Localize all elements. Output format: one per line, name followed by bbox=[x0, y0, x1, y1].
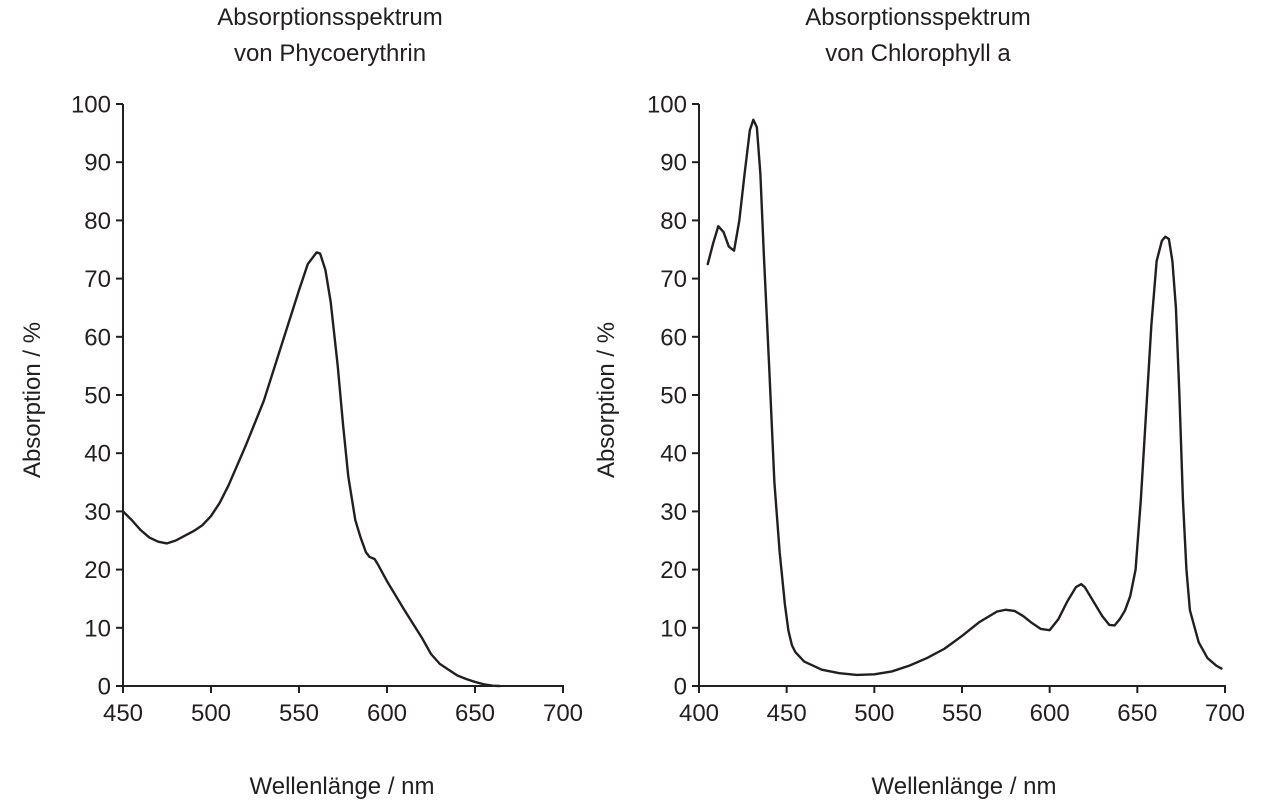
y-tick-label: 60 bbox=[660, 324, 687, 351]
y-tick-label: 80 bbox=[84, 208, 111, 235]
y-tick-label: 10 bbox=[84, 615, 111, 642]
y-tick-label: 30 bbox=[84, 499, 111, 526]
absorption-curve bbox=[121, 251, 501, 688]
y-tick-label: 40 bbox=[84, 441, 111, 468]
chart-title-line-1: Absorptionsspektrum bbox=[217, 4, 442, 31]
chart-title-line-1: Absorptionsspektrum bbox=[805, 4, 1030, 31]
absorption-curve bbox=[706, 118, 1223, 677]
y-tick-label: 60 bbox=[84, 324, 111, 351]
y-tick-label: 30 bbox=[660, 499, 687, 526]
x-tick-label: 500 bbox=[191, 700, 231, 727]
y-axis-title: Absorption / % bbox=[19, 322, 46, 478]
y-ticks: 0 10 20 30 40 50 60 70 80 90 100 bbox=[647, 92, 699, 701]
chart-chlorophyll-a: Absorptionsspektrum von Chlorophyll a Ab… bbox=[593, 4, 1245, 800]
y-tick-label: 90 bbox=[660, 150, 687, 177]
y-tick-label: 40 bbox=[660, 441, 687, 468]
chart-title-line-2: von Phycoerythrin bbox=[234, 40, 426, 67]
x-axis-title: Wellenlänge / nm bbox=[872, 773, 1057, 800]
y-tick-label: 70 bbox=[84, 266, 111, 293]
series-layer bbox=[121, 251, 501, 688]
x-tick-label: 550 bbox=[942, 700, 982, 727]
y-tick-label: 10 bbox=[660, 615, 687, 642]
x-tick-label: 700 bbox=[543, 700, 583, 727]
chart-phycoerythrin: Absorptionsspektrum von Phycoerythrin Ab… bbox=[19, 4, 583, 800]
x-tick-label: 600 bbox=[367, 700, 407, 727]
x-ticks: 400 450 500 550 600 650 700 bbox=[679, 686, 1245, 727]
x-tick-label: 600 bbox=[1030, 700, 1070, 727]
x-tick-label: 550 bbox=[279, 700, 319, 727]
x-tick-label: 650 bbox=[1117, 700, 1157, 727]
y-tick-label: 0 bbox=[674, 674, 687, 701]
y-axis-title: Absorption / % bbox=[593, 322, 620, 478]
y-tick-label: 20 bbox=[84, 557, 111, 584]
y-tick-label: 100 bbox=[71, 92, 111, 119]
series-layer bbox=[706, 118, 1223, 677]
y-tick-label: 80 bbox=[660, 208, 687, 235]
chart-title-line-2: von Chlorophyll a bbox=[825, 40, 1011, 67]
x-tick-label: 700 bbox=[1205, 700, 1245, 727]
x-tick-label: 500 bbox=[854, 700, 894, 727]
y-tick-label: 50 bbox=[84, 383, 111, 410]
y-tick-label: 70 bbox=[660, 266, 687, 293]
x-ticks: 450 500 550 600 650 700 bbox=[103, 686, 583, 727]
y-tick-label: 20 bbox=[660, 557, 687, 584]
x-tick-label: 450 bbox=[103, 700, 143, 727]
x-tick-label: 450 bbox=[767, 700, 807, 727]
y-tick-label: 0 bbox=[98, 674, 111, 701]
x-tick-label: 650 bbox=[455, 700, 495, 727]
x-tick-label: 400 bbox=[679, 700, 719, 727]
y-tick-label: 100 bbox=[647, 92, 687, 119]
y-tick-label: 90 bbox=[84, 150, 111, 177]
y-tick-label: 50 bbox=[660, 383, 687, 410]
y-ticks: 0 10 20 30 40 50 60 70 80 90 100 bbox=[71, 92, 123, 701]
x-axis-title: Wellenlänge / nm bbox=[250, 773, 435, 800]
